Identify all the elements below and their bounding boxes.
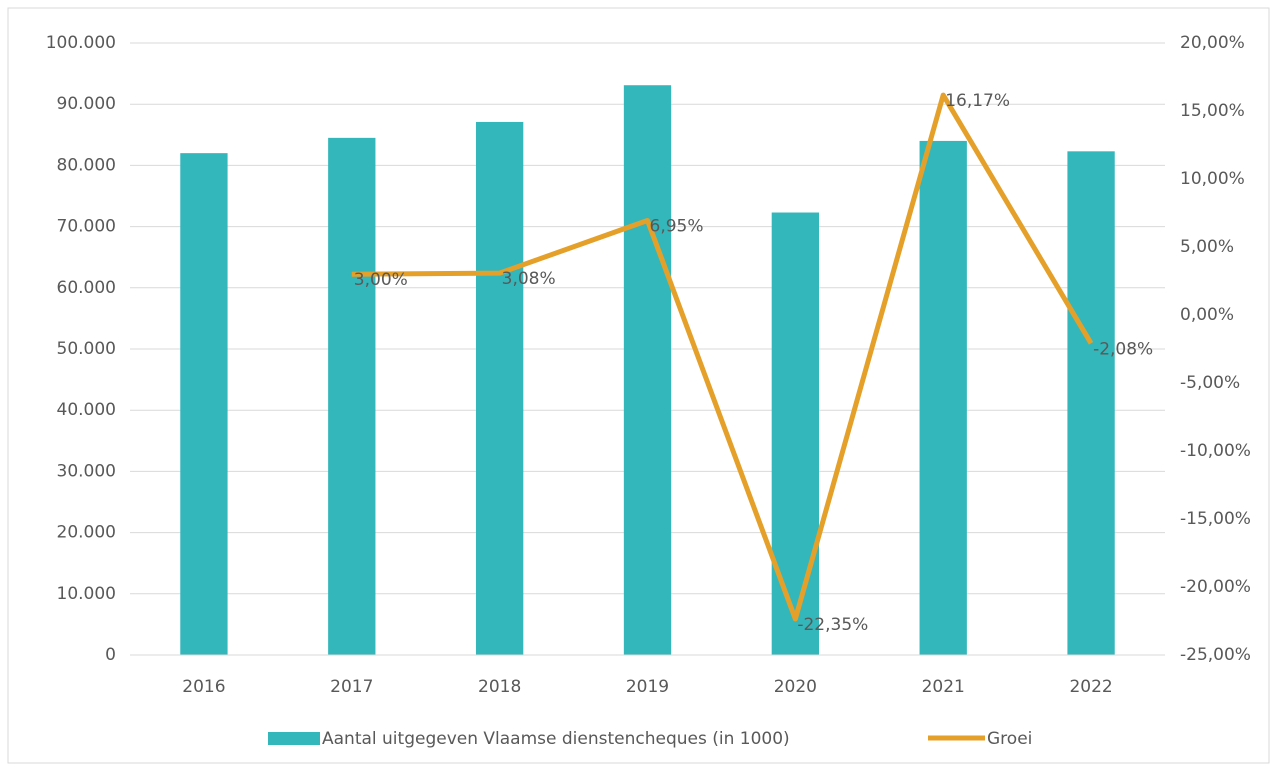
- data-label: 16,17%: [945, 91, 1010, 111]
- bar: [475, 121, 524, 655]
- x-tick-label: 2021: [922, 677, 965, 697]
- legend-swatch: [268, 732, 320, 745]
- legend-label: Aantal uitgegeven Vlaamse dienstencheque…: [322, 729, 790, 749]
- y-tick-label: 40.000: [57, 400, 116, 420]
- data-label: 3,00%: [354, 270, 408, 290]
- y2-tick-label: 0,00%: [1180, 305, 1234, 325]
- bar: [180, 153, 228, 655]
- bar: [623, 85, 672, 655]
- x-tick-label: 2022: [1069, 677, 1112, 697]
- bar: [771, 212, 820, 656]
- x-tick-label: 2017: [330, 677, 373, 697]
- y-tick-label: 100.000: [46, 33, 116, 53]
- y-tick-label: 80.000: [57, 155, 116, 175]
- y2-tick-label: 15,00%: [1180, 101, 1245, 121]
- bar: [328, 137, 376, 656]
- x-tick-label: 2016: [182, 677, 225, 697]
- data-label: 3,08%: [502, 269, 556, 289]
- data-label: -22,35%: [797, 615, 868, 635]
- y-tick-label: 30.000: [57, 461, 116, 481]
- y2-tick-label: -10,00%: [1180, 441, 1251, 461]
- bar: [919, 140, 967, 656]
- y2-tick-label: -15,00%: [1180, 509, 1251, 529]
- y2-tick-label: -20,00%: [1180, 577, 1251, 597]
- y2-tick-label: 20,00%: [1180, 33, 1245, 53]
- y2-tick-label: 10,00%: [1180, 169, 1245, 189]
- y-tick-label: 0: [105, 645, 116, 665]
- data-label: 6,95%: [650, 216, 704, 236]
- line: [351, 92, 1094, 622]
- x-tick-label: 2019: [626, 677, 669, 697]
- y-tick-label: 60.000: [57, 278, 116, 298]
- y2-tick-label: -25,00%: [1180, 645, 1251, 665]
- y2-tick-label: -5,00%: [1180, 373, 1240, 393]
- y-tick-label: 10.000: [57, 584, 116, 604]
- y2-tick-label: 5,00%: [1180, 237, 1234, 257]
- legend-label: Groei: [987, 729, 1032, 749]
- bar: [1067, 151, 1115, 655]
- x-tick-label: 2020: [774, 677, 817, 697]
- y-tick-label: 20.000: [57, 523, 116, 543]
- y-tick-label: 70.000: [57, 217, 116, 237]
- y-tick-label: 90.000: [57, 94, 116, 114]
- data-label: -2,08%: [1093, 339, 1153, 359]
- x-tick-label: 2018: [478, 677, 521, 697]
- y-tick-label: 50.000: [57, 339, 116, 359]
